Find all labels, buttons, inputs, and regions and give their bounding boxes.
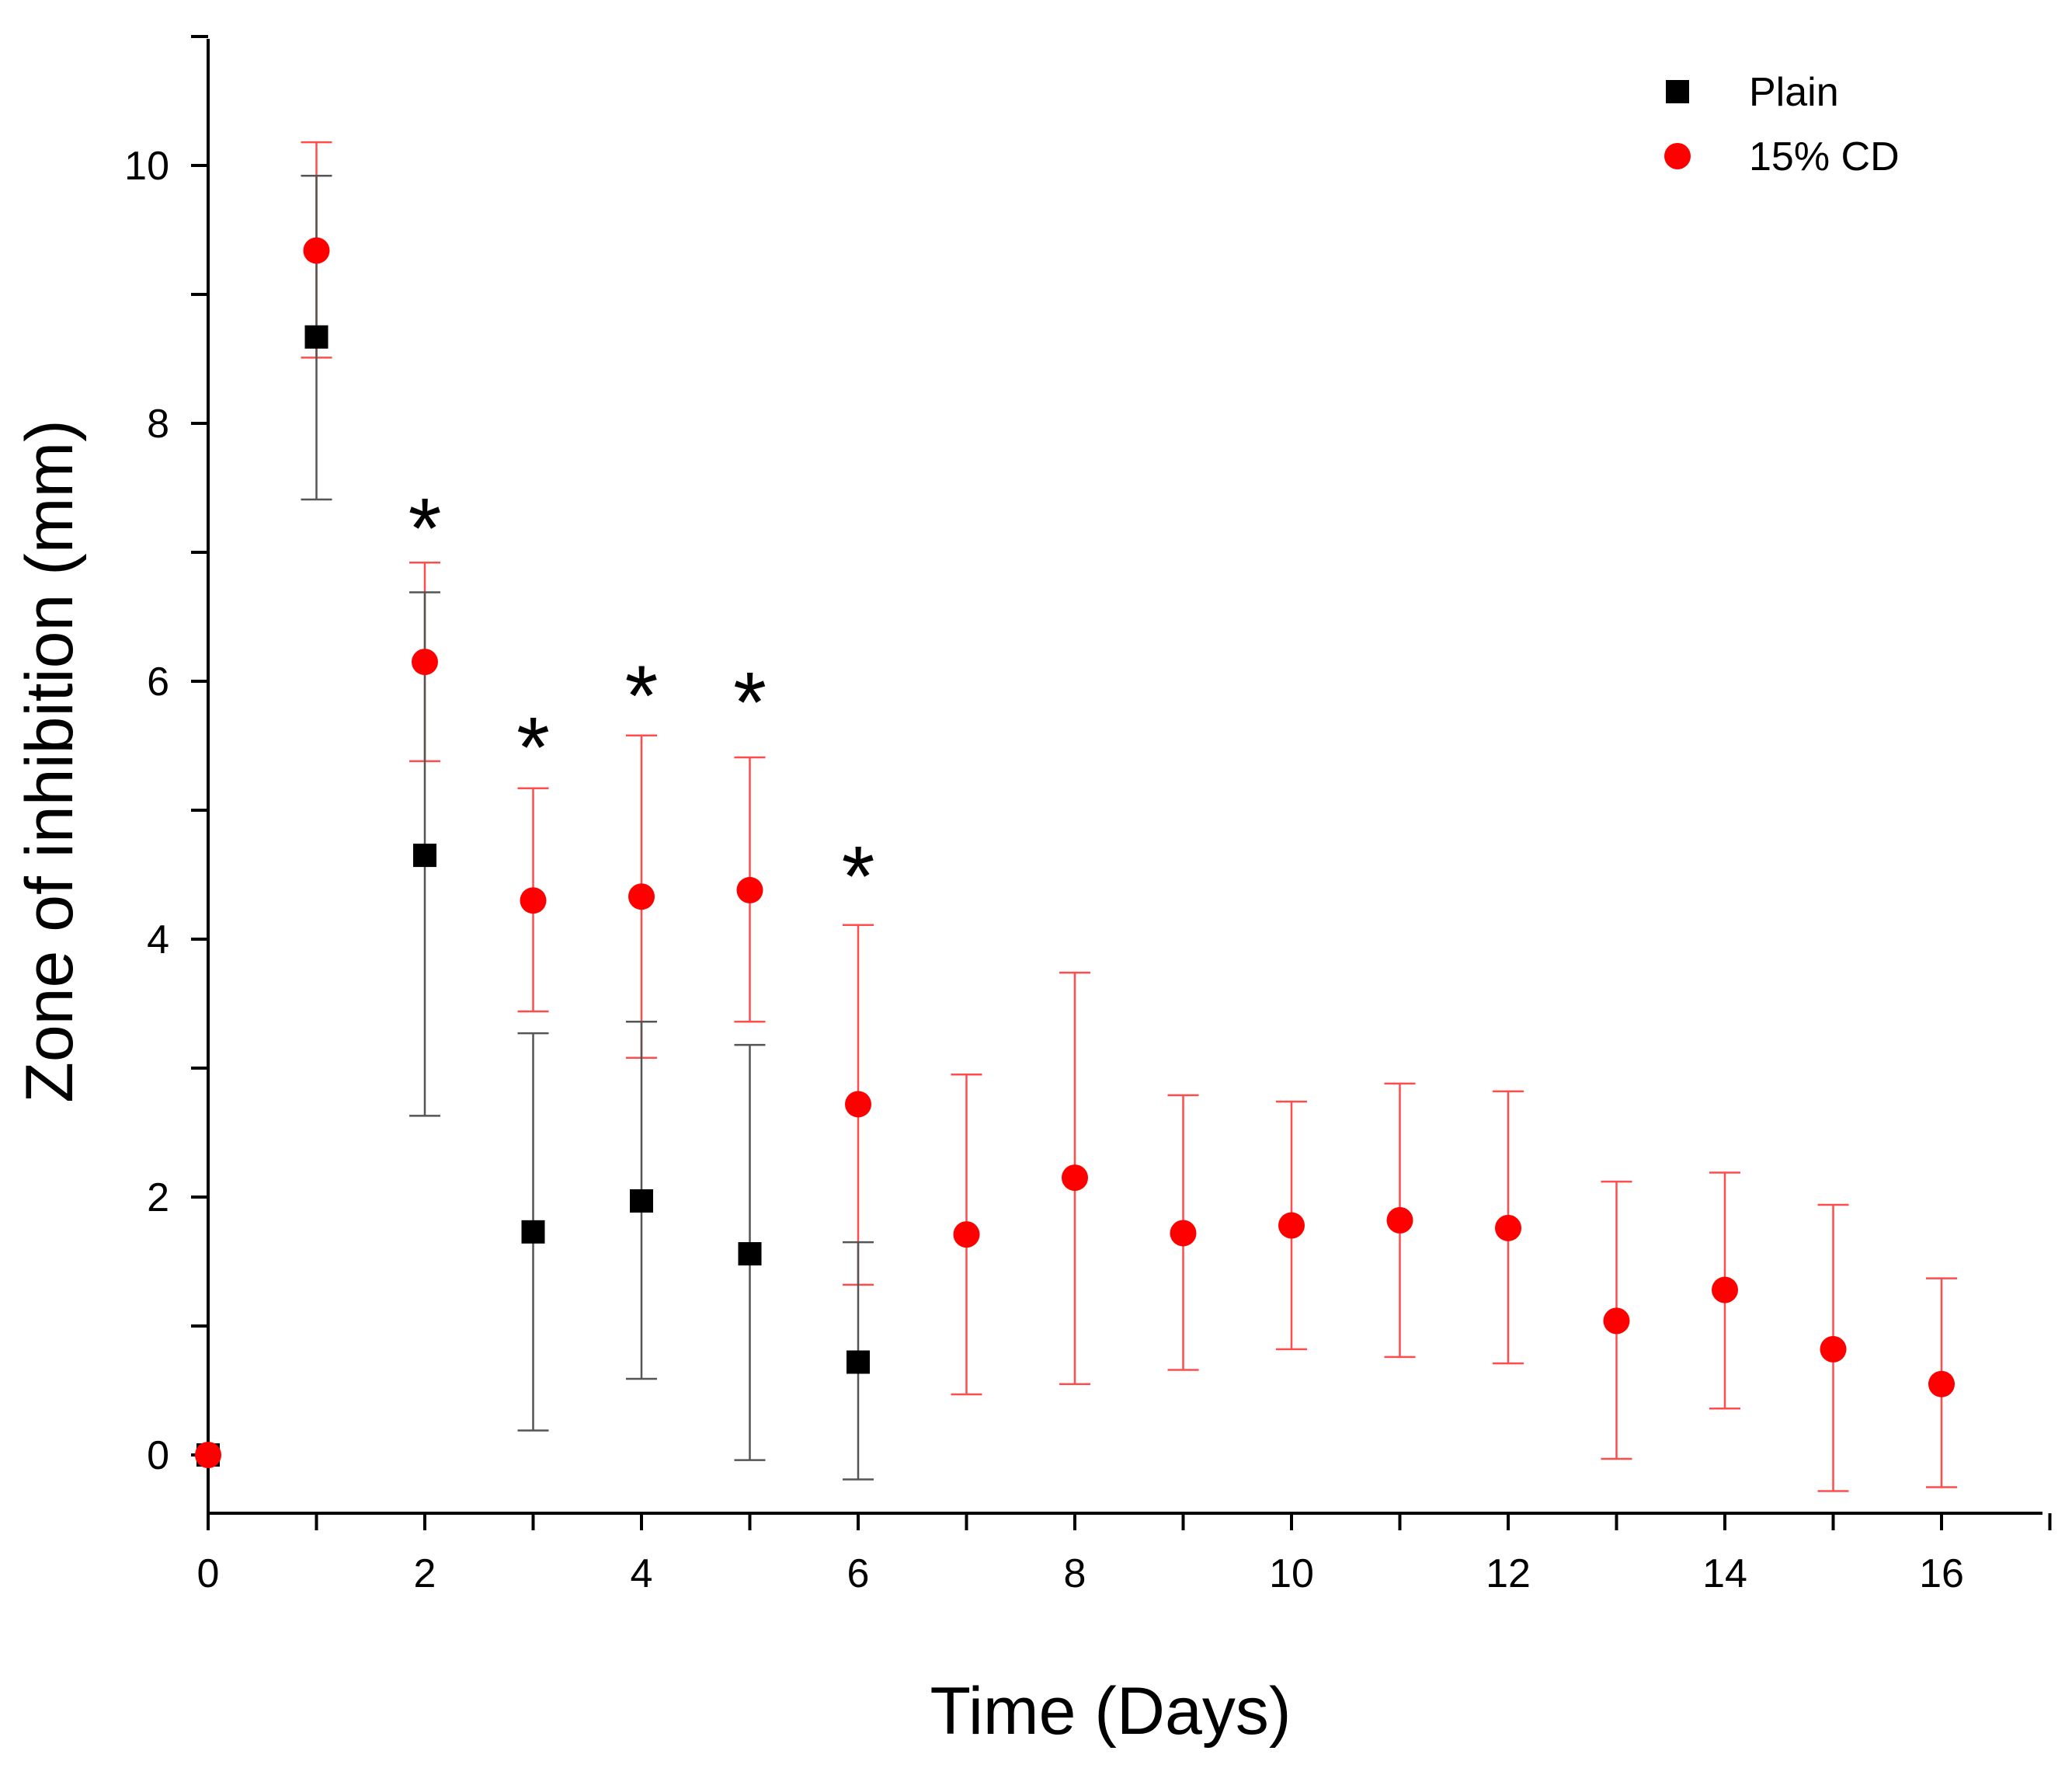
y-tick-label: 10	[124, 144, 169, 189]
legend-marker-plain	[1666, 80, 1689, 103]
x-tick-label: 2	[414, 1551, 436, 1596]
point-cd15	[1062, 1164, 1088, 1192]
point-plain	[847, 1350, 870, 1374]
error-bars	[301, 141, 1957, 1492]
significance-asterisk: *	[842, 829, 875, 924]
point-cd15	[520, 887, 547, 914]
x-tick-label: 16	[1919, 1551, 1964, 1596]
y-tick-label: 6	[147, 660, 169, 705]
point-cd15	[1603, 1307, 1630, 1335]
point-plain	[738, 1242, 762, 1266]
point-cd15	[628, 883, 655, 910]
point-cd15	[845, 1091, 871, 1118]
legend-label-plain: Plain	[1749, 70, 1839, 115]
x-tick-label: 14	[1702, 1551, 1747, 1596]
x-tick-label: 6	[847, 1551, 870, 1596]
y-tick-label: 0	[147, 1433, 169, 1478]
y-tick-label: 8	[147, 402, 169, 447]
x-tick-label: 10	[1269, 1551, 1314, 1596]
point-plain	[630, 1189, 653, 1213]
significance-asterisk: *	[408, 481, 442, 576]
point-cd15	[1820, 1335, 1847, 1363]
point-plain	[304, 325, 329, 349]
axes: 0 2 4 6 8 10 0 2 4 6 8 10 12 14 16	[124, 35, 2052, 1596]
point-cd15	[412, 649, 438, 676]
point-cd15	[953, 1221, 980, 1248]
x-tick-label: 4	[631, 1551, 653, 1596]
significance-annotations: * * * * *	[408, 481, 875, 924]
point-cd15	[195, 1442, 221, 1468]
point-cd15	[1712, 1276, 1738, 1303]
point-cd15	[1386, 1206, 1413, 1234]
legend-label-cd15: 15% CD	[1749, 134, 1900, 179]
x-tick-label: 0	[197, 1551, 220, 1596]
x-tick-label: 12	[1486, 1551, 1531, 1596]
point-plain	[413, 844, 436, 868]
x-tick-label: 8	[1064, 1551, 1086, 1596]
y-tick-label: 4	[147, 917, 169, 962]
legend-marker-cd15	[1664, 143, 1691, 169]
significance-asterisk: *	[625, 649, 659, 744]
point-cd15	[1495, 1214, 1521, 1241]
y-tick-label: 2	[147, 1175, 169, 1220]
legend: Plain 15% CD	[1664, 70, 1900, 179]
point-cd15	[303, 237, 330, 264]
significance-asterisk: *	[733, 655, 767, 750]
point-cd15	[1928, 1370, 1955, 1397]
significance-asterisk: *	[516, 700, 550, 795]
x-axis-label: Time (Days)	[930, 1674, 1291, 1749]
point-cd15	[1170, 1220, 1197, 1247]
y-axis-label: Zone of inhibition (mm)	[12, 419, 87, 1102]
point-cd15	[736, 876, 763, 903]
data-markers	[195, 237, 1955, 1468]
point-cd15	[1278, 1212, 1305, 1239]
point-plain	[521, 1220, 545, 1244]
